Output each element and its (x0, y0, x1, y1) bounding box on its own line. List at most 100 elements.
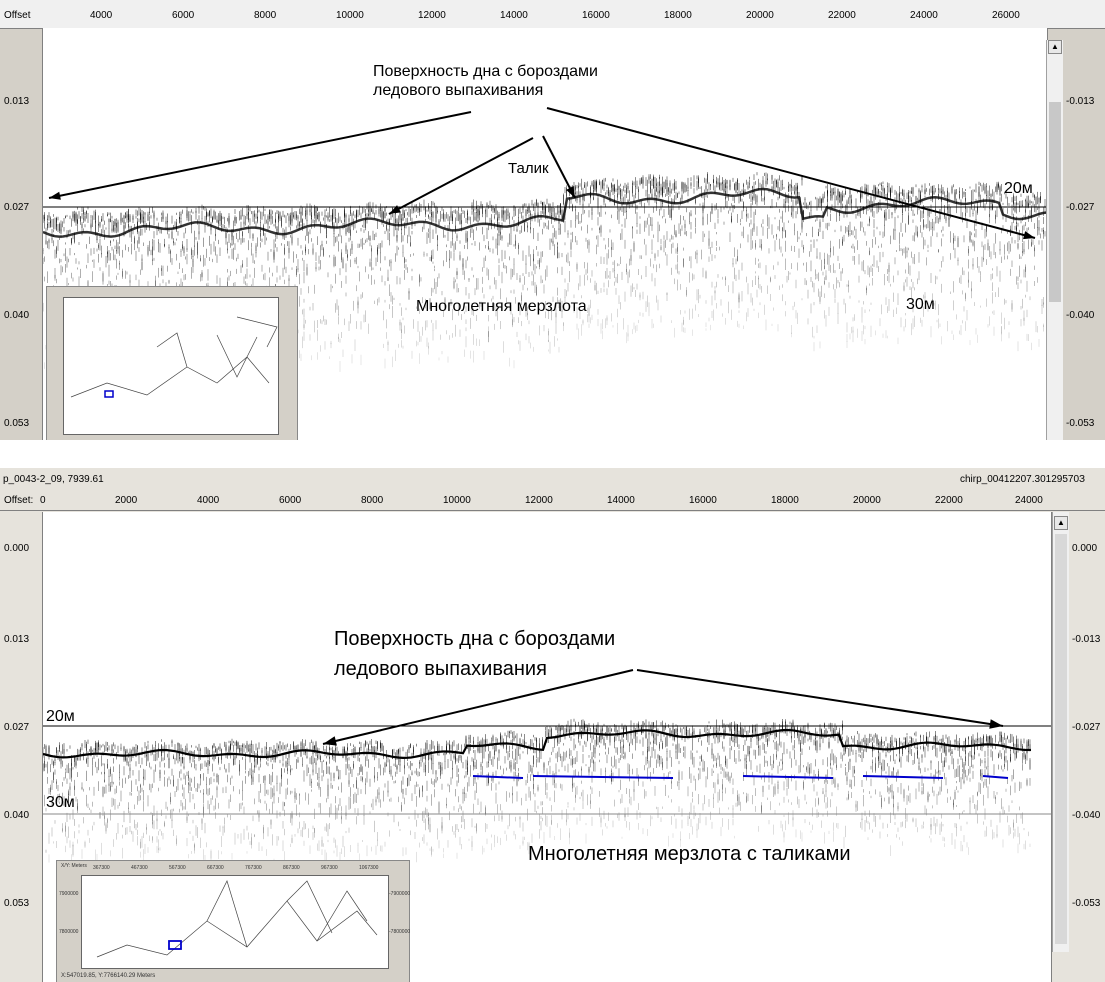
tick-label: 20000 (746, 10, 774, 21)
annotation-permafrost-taliks: Многолетняя мерзлота с таликами (528, 843, 851, 865)
seafloor-reflector (43, 187, 1047, 238)
arrow-mid (388, 137, 534, 215)
map-y-tick: 7900000 (59, 891, 79, 897)
map-trackline (206, 880, 248, 948)
y-tick-label: 0.013 (4, 634, 30, 645)
file-title-right: chirp_00412207.30129570З (960, 474, 1086, 485)
y-tick-label: 0.053 (4, 418, 30, 429)
y-tick-label: -0.013 (1066, 96, 1095, 107)
top-seismic-panel: Offset 4000 6000 8000 10000 12000 14000 16000 1… (0, 0, 1105, 440)
talik-horizon (532, 775, 674, 779)
tick-label: 6000 (279, 495, 302, 506)
tick-label: 16000 (689, 495, 717, 506)
map-tracklines (96, 880, 378, 958)
map-trackline (316, 890, 368, 942)
annotation-depth-20: 20м (1004, 180, 1033, 197)
y-tick-label: -0.040 (1066, 310, 1095, 321)
tick-label: 4000 (90, 10, 113, 21)
map-x-tick: 667300 (207, 865, 224, 871)
annotation-bottom-surface: Поверхность дна с бороздами ледового вып… (334, 624, 615, 684)
map-x-tick: 467300 (131, 865, 148, 871)
talik-horizon (982, 775, 1009, 779)
annotation-line1: Поверхность дна с бороздами (373, 63, 598, 80)
tick-label: 12000 (525, 495, 553, 506)
y-tick-label: 0.027 (4, 722, 30, 733)
y-tick-label: 0.053 (4, 898, 30, 909)
map-y-tick: -7800000 (389, 929, 411, 935)
tick-label: 4000 (197, 495, 220, 506)
tick-label: 18000 (664, 10, 692, 21)
annotation-depth-20: 20м (46, 708, 75, 725)
scroll-thumb[interactable] (1049, 102, 1061, 302)
talik-horizon (472, 775, 524, 779)
y-tick-label: 0.000 (4, 543, 30, 554)
y-tick-label: 0.040 (4, 810, 30, 821)
tick-label: 14000 (607, 495, 635, 506)
scroll-up-button[interactable]: ▲ (1048, 40, 1062, 54)
arrow-talik (542, 135, 576, 199)
annotation-bottom-surface: Поверхность дна с бороздами ледового вып… (373, 62, 598, 100)
y-tick-label: 0.000 (1072, 543, 1098, 554)
y-tick-label: -0.053 (1066, 418, 1095, 429)
map-trackline (236, 316, 278, 348)
map-inset-top[interactable] (46, 286, 298, 440)
arrow-left-head (49, 191, 61, 200)
y-tick-label: -0.053 (1072, 898, 1101, 909)
tick-label: 10000 (443, 495, 471, 506)
annotation-permafrost: Многолетняя мерзлота (416, 298, 587, 315)
map-x-tick: 367300 (93, 865, 110, 871)
talik-horizon (742, 775, 834, 779)
y-tick-label: -0.027 (1072, 722, 1101, 733)
y-tick-label: 0.027 (4, 202, 30, 213)
annotation-line1: Поверхность дна с бороздами (334, 628, 616, 650)
vertical-scrollbar[interactable]: ▲ (1046, 40, 1063, 440)
map-x-tick: 967300 (321, 865, 338, 871)
x-tick-label: 0 (40, 495, 46, 506)
bottom-x-axis: Offset: 0 24000 2000 4000 6000 8000 10000 120… (0, 488, 1105, 511)
arrow-left-head (323, 736, 337, 746)
x-tick-label: 24000 (1015, 495, 1043, 506)
map-x-tick: 567300 (169, 865, 186, 871)
arrow-left (322, 669, 634, 745)
file-title: p_0043-2_09, 7939.61 (3, 474, 104, 485)
map-status-coordinates: X:547019.85, Y:7766140.29 Meters (61, 973, 156, 979)
tick-label: 22000 (828, 10, 856, 21)
map-plot (63, 297, 279, 435)
map-selection-marker (168, 940, 182, 950)
top-x-axis: Offset 4000 6000 8000 10000 12000 14000 16000 1… (0, 0, 1105, 29)
map-tracklines (70, 316, 278, 398)
arrow-mid-head (389, 205, 401, 214)
annotation-depth-30: 30м (906, 296, 935, 313)
bottom-seismic-panel: p_0043-2_09, 7939.61 chirp_00412207.3012… (0, 468, 1105, 982)
seafloor-reflector (43, 728, 1032, 760)
arrow-right (546, 107, 1036, 239)
map-corner-label: X/Y: Meters (61, 863, 87, 869)
arrow-right-head (1023, 231, 1035, 240)
tick-label: 20000 (853, 495, 881, 506)
panel-divider (0, 440, 1105, 468)
tick-label: 10000 (336, 10, 364, 21)
y-tick-label: -0.013 (1072, 634, 1101, 645)
tick-label: 26000 (992, 10, 1020, 21)
map-x-tick: 1067300 (359, 865, 379, 871)
tick-label: 2000 (115, 495, 138, 506)
y-tick-label: 0.040 (4, 310, 30, 321)
tick-label: 14000 (500, 10, 528, 21)
arrow-talik-head (566, 186, 575, 198)
scroll-up-button[interactable]: ▲ (1054, 516, 1068, 530)
map-plot (81, 875, 389, 969)
tick-label: 6000 (172, 10, 195, 21)
tick-label: 18000 (771, 495, 799, 506)
map-inset-bottom[interactable]: X/Y: Meters 367300 467300 567300 667300 7673… (56, 860, 410, 982)
vertical-scrollbar[interactable]: ▲ (1052, 512, 1069, 952)
tick-label: 22000 (935, 495, 963, 506)
offset-label: Offset (4, 10, 31, 21)
y-tick-label: 0.013 (4, 96, 30, 107)
map-selection-marker (104, 390, 114, 398)
annotation-line2: ледового выпахивания (373, 82, 544, 99)
y-tick-label: -0.040 (1072, 810, 1101, 821)
tick-label: 8000 (361, 495, 384, 506)
scroll-thumb[interactable] (1055, 534, 1067, 944)
arrow-right-head (989, 719, 1003, 729)
annotation-line2: ледового выпахивания (334, 658, 547, 680)
